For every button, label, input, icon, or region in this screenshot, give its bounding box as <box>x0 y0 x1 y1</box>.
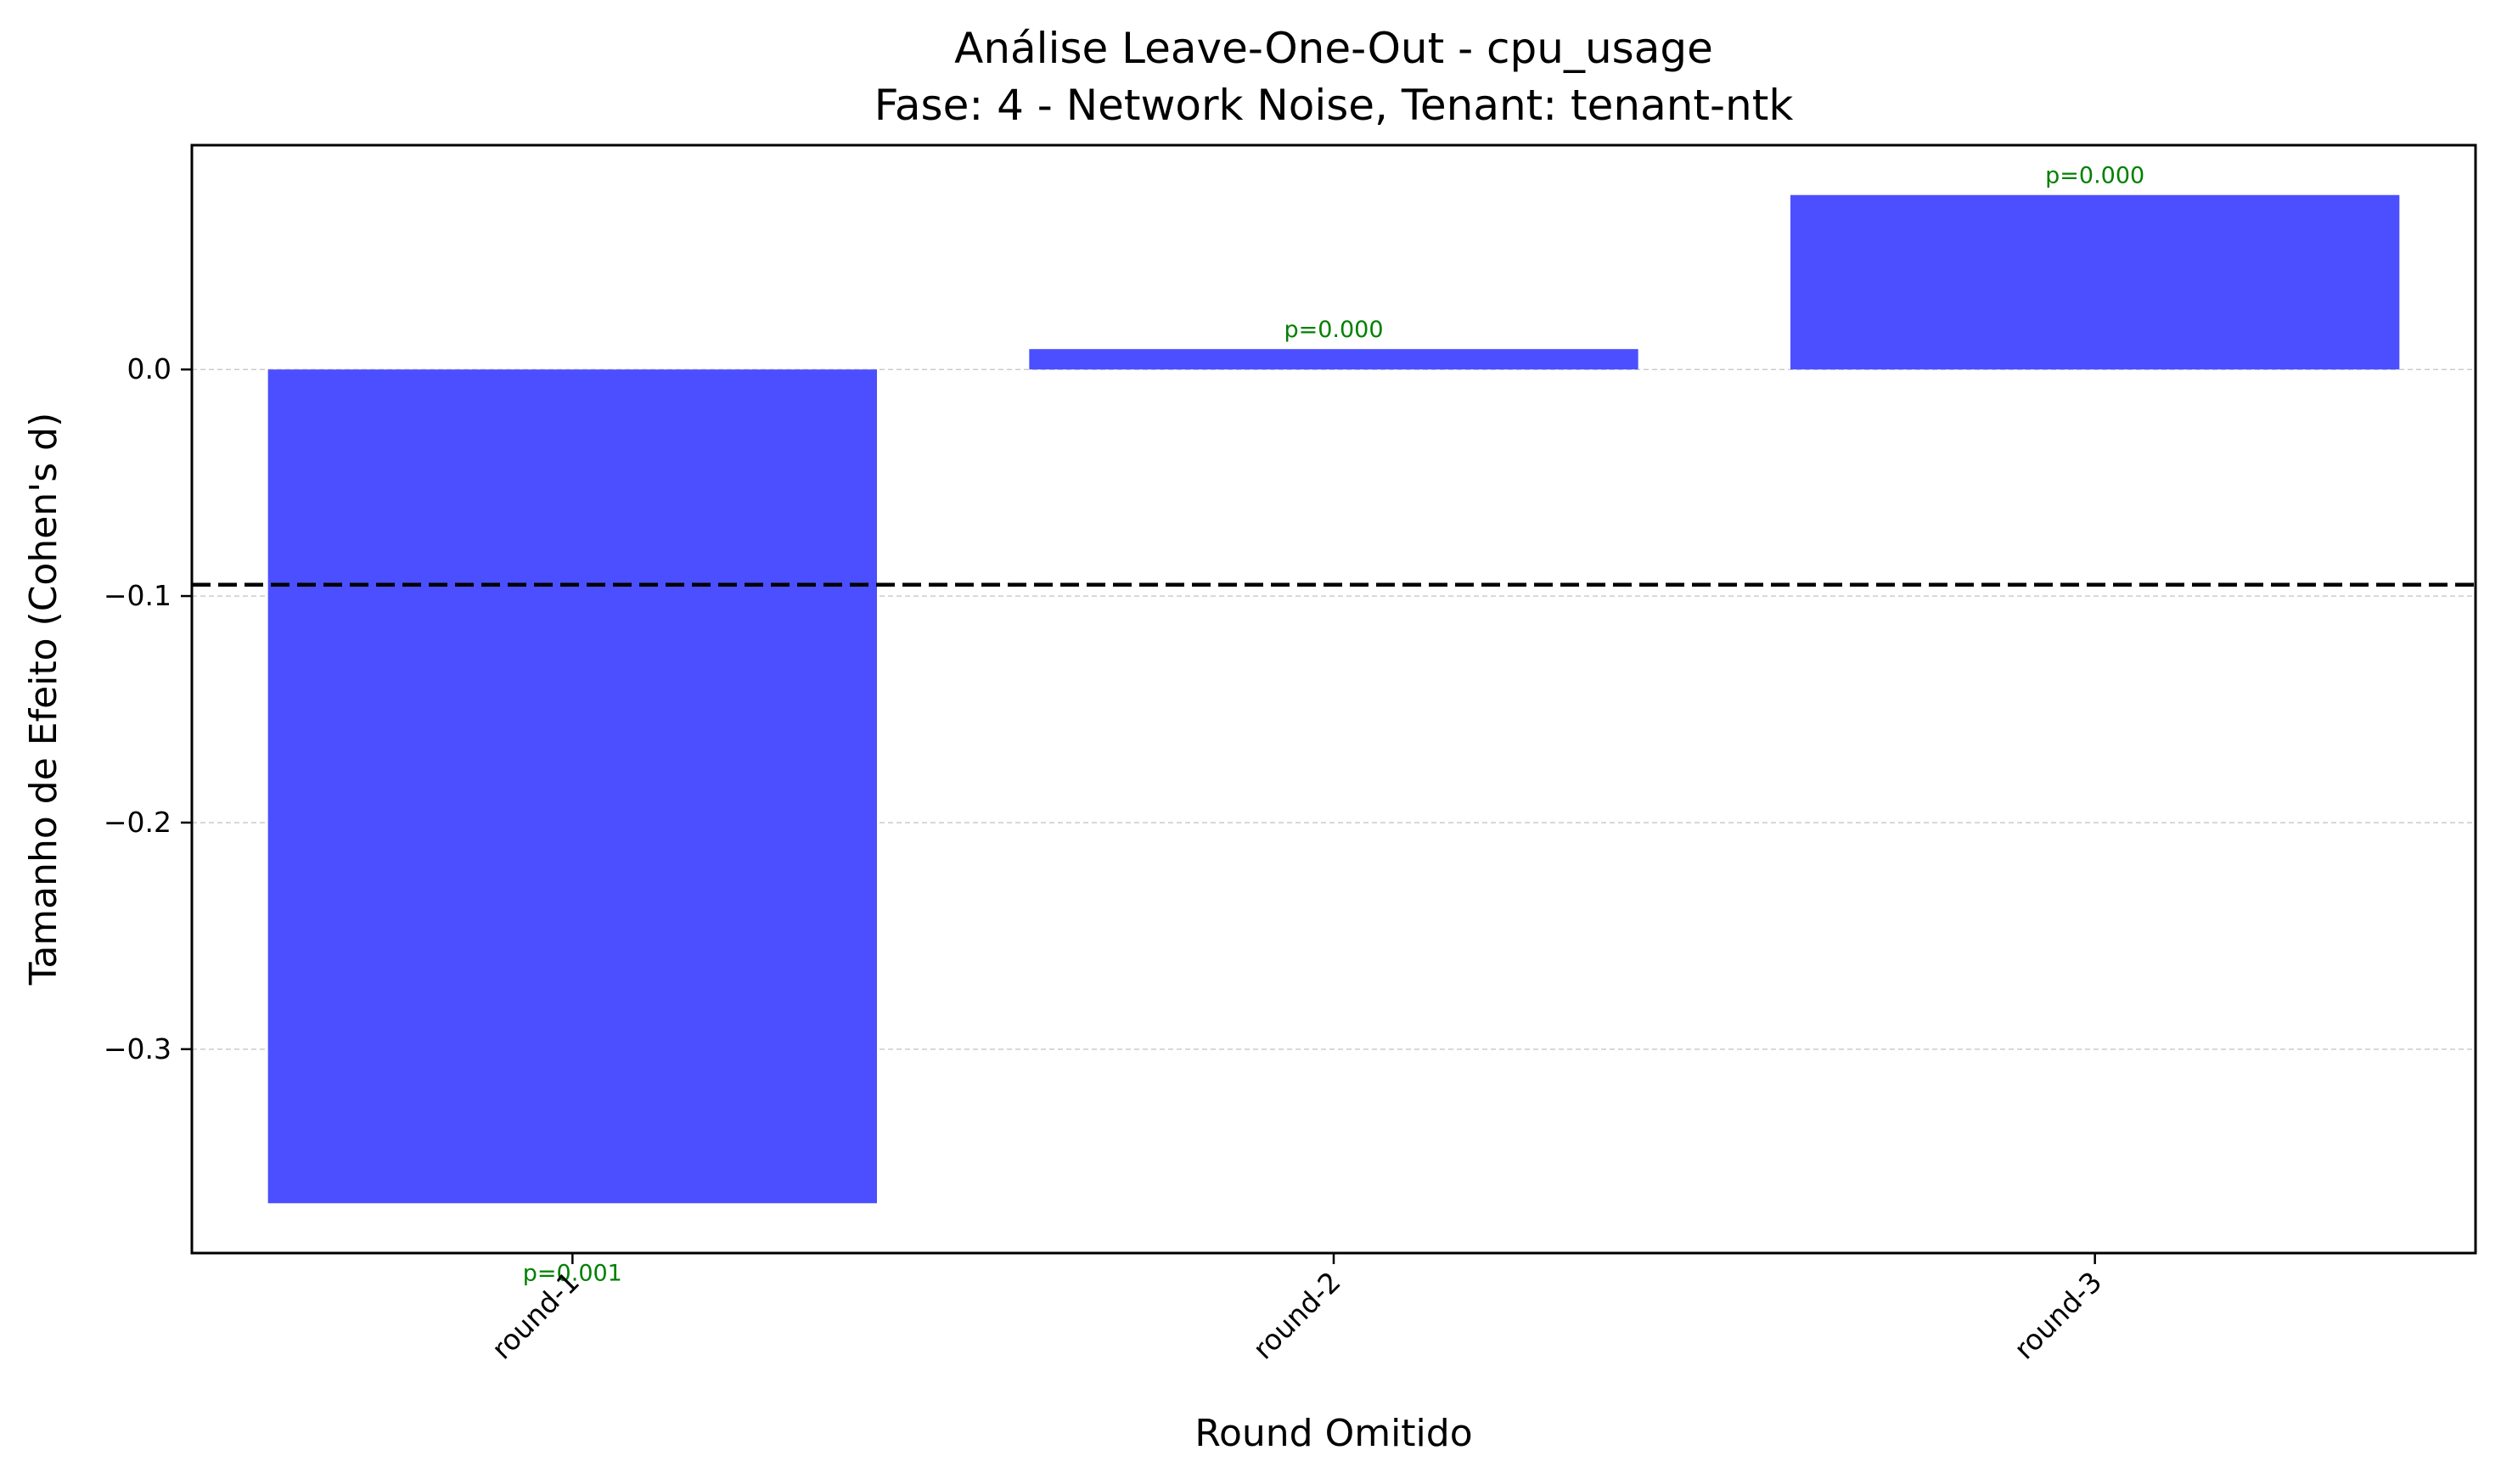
y-tick-label: −0.2 <box>104 806 171 839</box>
x-axis-label: Round Omitido <box>1194 1412 1472 1455</box>
p-value-label: p=0.000 <box>2045 163 2144 189</box>
bar-round-2 <box>1029 349 1638 370</box>
annotations: p=0.001 p=0.000 p=0.000 <box>523 163 2144 1287</box>
bars <box>267 194 2400 1204</box>
bar-round-3 <box>1790 194 2400 370</box>
p-value-label: p=0.001 <box>523 1260 622 1286</box>
y-tick-label: −0.1 <box>104 579 171 612</box>
chart-title: Análise Leave-One-Out - cpu_usage <box>954 24 1713 73</box>
y-tick-label: 0.0 <box>127 352 171 385</box>
y-axis-label: Tamanho de Efeito (Cohen's d) <box>22 413 65 987</box>
bar-round-1 <box>267 369 878 1204</box>
p-value-label: p=0.000 <box>1284 317 1383 343</box>
y-axis: 0.0 −0.1 −0.2 −0.3 <box>104 352 192 1065</box>
chart-subtitle: Fase: 4 - Network Noise, Tenant: tenant-… <box>874 81 1794 130</box>
y-tick-label: −0.3 <box>104 1032 171 1065</box>
